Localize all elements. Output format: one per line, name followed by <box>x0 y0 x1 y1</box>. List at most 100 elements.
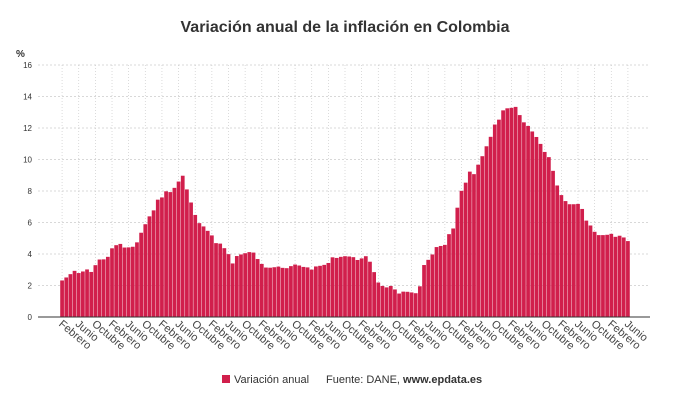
bar <box>513 106 518 318</box>
y-tick-label: 12 <box>23 124 32 133</box>
bar <box>218 243 223 317</box>
y-tick-label: 10 <box>23 156 32 165</box>
bar <box>538 143 543 317</box>
bar <box>264 267 268 317</box>
bar <box>522 122 526 317</box>
bar <box>201 226 206 317</box>
bar <box>563 201 568 317</box>
source: Fuente: DANE, www.epdata.es <box>326 374 482 386</box>
bar <box>268 267 272 317</box>
bar <box>384 287 389 317</box>
bar <box>372 272 376 317</box>
bar <box>76 273 81 317</box>
bar <box>97 259 102 317</box>
y-tick-label: 16 <box>23 61 32 70</box>
bar <box>259 263 264 317</box>
bar <box>234 256 239 317</box>
bar <box>376 282 381 317</box>
source-site: www.epdata.es <box>402 374 482 386</box>
bar <box>447 234 451 317</box>
bar <box>101 259 106 317</box>
bar <box>214 243 218 317</box>
bar <box>160 197 164 317</box>
bar <box>413 293 418 317</box>
bar <box>621 237 626 317</box>
bar <box>542 151 547 317</box>
bar <box>388 285 393 317</box>
bar <box>467 171 472 317</box>
bar <box>280 267 285 317</box>
y-tick-label: 14 <box>23 93 32 102</box>
bar <box>626 241 630 317</box>
bar <box>318 265 322 317</box>
y-tick-label: 0 <box>28 313 33 322</box>
bar <box>338 256 343 317</box>
bar <box>205 230 210 317</box>
bar <box>505 108 510 317</box>
bar <box>81 271 85 317</box>
bar <box>164 191 168 317</box>
bar <box>105 256 110 317</box>
bar <box>110 248 114 317</box>
bar <box>172 187 177 317</box>
bar <box>135 242 139 317</box>
bar <box>442 244 447 317</box>
bar <box>89 271 94 317</box>
bar <box>601 235 605 317</box>
bar <box>293 264 297 317</box>
bar <box>326 262 331 317</box>
y-tick-label: 4 <box>28 250 33 259</box>
bar <box>526 125 530 317</box>
bar <box>126 247 131 317</box>
bar <box>609 233 614 317</box>
bar <box>438 245 443 317</box>
bar <box>251 252 256 317</box>
bar <box>176 181 181 317</box>
y-tick-label: 6 <box>28 219 33 228</box>
bar <box>343 256 347 317</box>
bar <box>551 170 555 317</box>
bar <box>509 107 514 317</box>
bar <box>155 199 160 317</box>
bar <box>472 174 476 317</box>
bar <box>151 210 156 317</box>
bar <box>588 225 593 317</box>
bar <box>567 204 572 317</box>
bar <box>584 220 589 317</box>
bar <box>463 182 468 317</box>
bar <box>347 256 352 317</box>
bar <box>243 253 248 317</box>
bar <box>93 265 98 317</box>
bar <box>359 258 364 317</box>
bar <box>60 280 64 317</box>
bar <box>297 265 302 317</box>
bar <box>114 245 119 317</box>
bar <box>72 270 77 317</box>
bar <box>492 124 497 317</box>
bar <box>617 235 622 317</box>
bar <box>139 232 144 317</box>
bar <box>571 204 576 317</box>
bar <box>451 228 456 317</box>
bar <box>68 274 73 317</box>
bar <box>555 185 560 317</box>
bar <box>430 254 435 317</box>
y-unit: % <box>16 49 25 60</box>
bar <box>143 224 148 317</box>
bar <box>193 214 198 317</box>
bar <box>393 289 397 317</box>
bar <box>351 257 356 317</box>
bar <box>147 216 152 317</box>
bar <box>85 269 89 317</box>
bar <box>476 164 481 317</box>
bar <box>309 269 314 317</box>
bar <box>168 192 173 317</box>
bar <box>559 195 564 317</box>
bar <box>363 256 368 317</box>
bar <box>405 291 410 317</box>
bar <box>546 157 551 317</box>
bar <box>209 235 214 317</box>
bar <box>122 247 127 317</box>
bar <box>118 243 123 317</box>
